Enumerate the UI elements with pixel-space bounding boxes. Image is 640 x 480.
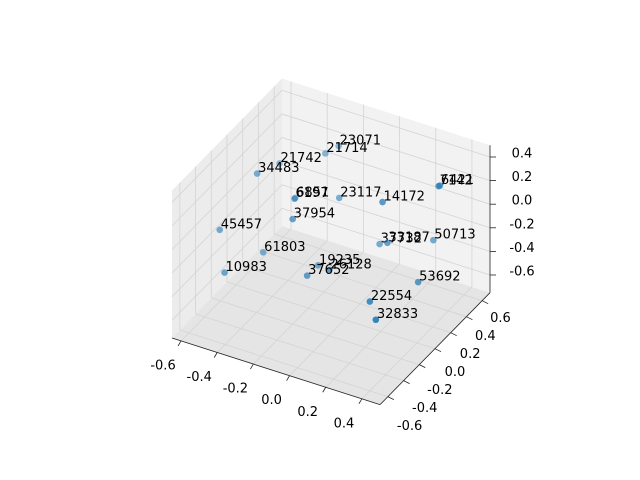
point-label: 37732 xyxy=(381,232,422,247)
point-label: 26128 xyxy=(330,257,371,272)
point-label: 37652 xyxy=(308,263,349,278)
grid-line xyxy=(226,281,436,350)
point xyxy=(276,160,283,167)
point-label: 19235 xyxy=(319,253,360,268)
y-tick-label: -0.2 xyxy=(427,383,452,398)
grid-line xyxy=(211,297,420,366)
y-tick-label: -0.6 xyxy=(397,419,422,434)
tick xyxy=(450,332,457,337)
x-tick-label: 0.2 xyxy=(297,405,318,420)
z-tick-label: 0.2 xyxy=(512,170,533,185)
point-label: 10983 xyxy=(226,260,267,275)
grid-line xyxy=(171,184,283,297)
point xyxy=(326,266,333,274)
tick xyxy=(250,363,254,370)
grid-line xyxy=(281,160,491,229)
grid-line xyxy=(171,113,283,227)
point-label: 50713 xyxy=(434,228,475,243)
grid-line xyxy=(281,113,491,181)
tick xyxy=(286,375,290,381)
grid-line xyxy=(171,137,283,250)
point xyxy=(376,240,383,248)
x-axis xyxy=(171,337,381,406)
grid-line xyxy=(281,184,491,252)
tick xyxy=(358,398,363,405)
y-tick-label: -0.4 xyxy=(412,401,437,416)
point xyxy=(289,215,296,223)
grid-line xyxy=(274,233,483,302)
point-label: 23071 xyxy=(340,134,381,149)
back-pane xyxy=(282,78,490,293)
point xyxy=(221,269,228,276)
point-label: 33187 xyxy=(388,230,429,245)
z-tick-label: 0.0 xyxy=(512,194,533,209)
point-label: 61803 xyxy=(264,240,305,255)
y-tick-label: 0.2 xyxy=(460,347,481,362)
point xyxy=(372,316,380,324)
z-tick-label: -0.2 xyxy=(509,217,534,232)
point-label: 37954 xyxy=(294,207,335,222)
point xyxy=(322,150,329,157)
point-label: 32833 xyxy=(377,307,418,322)
point-label: 53692 xyxy=(419,270,460,285)
x-tick-label: -0.4 xyxy=(187,370,212,385)
y-tick-label: 0.0 xyxy=(445,365,466,380)
grid-line xyxy=(195,313,404,382)
z-tick-label: 0.4 xyxy=(512,146,533,161)
grid-line xyxy=(281,137,491,205)
point xyxy=(436,182,444,189)
point-label: 21714 xyxy=(326,141,367,156)
point-label: 14172 xyxy=(384,190,425,205)
tick xyxy=(177,340,182,347)
z-tick-label: -0.4 xyxy=(509,241,534,256)
point-label: 21742 xyxy=(281,151,322,166)
point-label: 6851 xyxy=(296,185,329,200)
point xyxy=(430,236,437,244)
tick xyxy=(434,348,442,353)
y-tick-label: 0.6 xyxy=(490,311,511,326)
point xyxy=(216,226,224,234)
tick xyxy=(419,364,426,369)
tick xyxy=(322,387,327,393)
grid-line xyxy=(171,160,283,274)
point xyxy=(335,142,342,150)
point xyxy=(259,249,267,256)
x-tick-label: 0.0 xyxy=(261,393,282,408)
point-label: 23117 xyxy=(340,185,381,200)
point-label: 6421 xyxy=(441,173,474,188)
tick xyxy=(403,380,410,385)
point xyxy=(335,194,343,202)
grid-line xyxy=(171,90,283,203)
point xyxy=(384,239,391,247)
tick xyxy=(466,316,473,321)
point xyxy=(379,198,386,206)
x-tick-label: -0.6 xyxy=(150,358,175,373)
point xyxy=(366,298,374,305)
point-label: 6197 xyxy=(296,186,329,201)
tick xyxy=(481,300,489,305)
tick xyxy=(387,396,395,401)
point xyxy=(253,170,261,177)
point xyxy=(314,261,322,269)
grid-line xyxy=(179,329,388,398)
point xyxy=(414,278,422,286)
point-label: 45457 xyxy=(221,217,262,232)
grid-line xyxy=(242,265,451,334)
x-tick-label: 0.4 xyxy=(334,416,355,431)
point-label: 7142 xyxy=(440,174,473,189)
grid-line xyxy=(258,249,467,318)
point xyxy=(303,272,311,279)
point-label: 22554 xyxy=(371,289,412,304)
grid-line xyxy=(171,208,283,321)
grid-line xyxy=(281,89,491,158)
x-tick-label: -0.2 xyxy=(223,382,248,397)
tick xyxy=(213,352,218,358)
y-tick-label: 0.4 xyxy=(475,329,496,344)
point-label: 34483 xyxy=(258,161,299,176)
z-tick-label: -0.6 xyxy=(509,264,534,279)
point xyxy=(291,194,299,202)
